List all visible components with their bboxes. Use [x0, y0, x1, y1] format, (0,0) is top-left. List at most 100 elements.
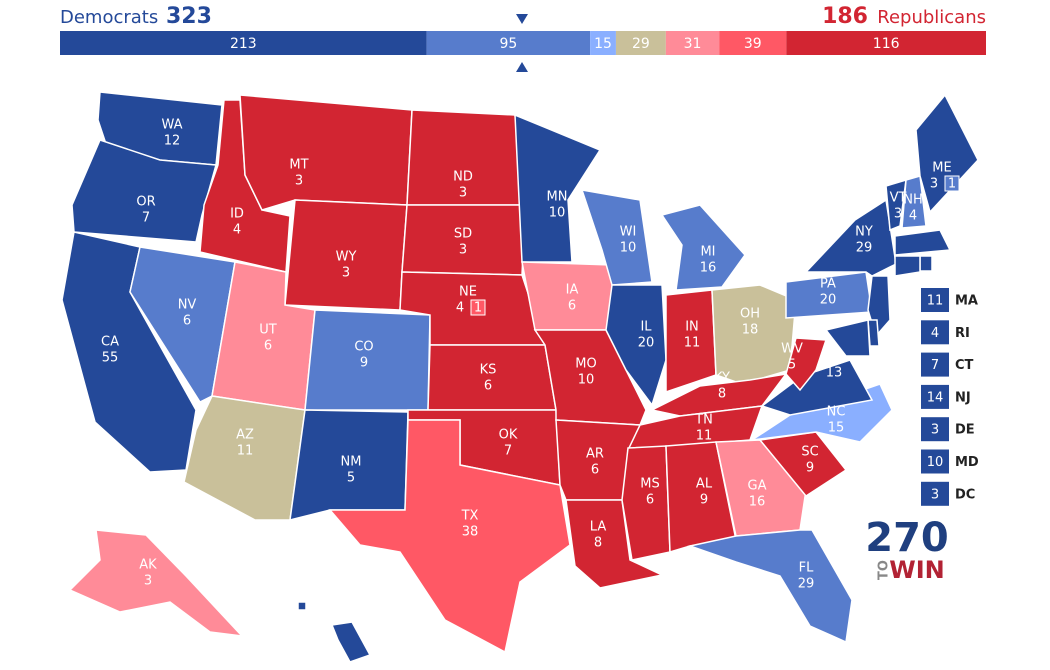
state-abbr: VT [890, 191, 907, 206]
bar-segment [60, 31, 427, 55]
state-votes: 11 [237, 444, 254, 459]
threshold-arrow [516, 14, 528, 24]
state-abbr: PA [820, 277, 836, 292]
state-votes: 7 [504, 444, 512, 459]
state-votes: 3 [894, 207, 902, 222]
state-shape [824, 319, 871, 357]
state-abbr: OK [499, 428, 518, 443]
state-votes: 6 [183, 314, 191, 329]
state-abbr: AK [139, 558, 157, 573]
state-votes: 13 [826, 366, 843, 381]
bar-segment-label: 116 [873, 36, 900, 52]
state-shape [894, 229, 952, 256]
bar-segment-label: 15 [594, 36, 612, 52]
state-shape [427, 344, 557, 411]
logo-win: WIN [889, 556, 945, 584]
state-votes: 8 [594, 536, 602, 551]
small-state-list: 11 MA 4 RI 7 CT 14 NJ 3 DE 10 MD 3 DC [921, 288, 979, 506]
state-votes: 5 [788, 358, 796, 373]
list-votes: 3 [931, 423, 939, 438]
state-votes: 6 [264, 339, 272, 354]
state-abbr: WI [620, 225, 637, 240]
state-votes: 3 [295, 174, 303, 189]
state-votes: 3 [144, 574, 152, 589]
dem-label: Democrats [60, 7, 158, 28]
state-abbr: IN [685, 320, 699, 335]
state-abbr: KS [480, 363, 497, 378]
state-shape [239, 94, 413, 211]
state-votes: 12 [164, 134, 181, 149]
state-abbr: OH [740, 307, 760, 322]
state-votes: 4 [456, 301, 464, 316]
state-shape [804, 198, 897, 277]
state-votes: 3 [930, 177, 938, 192]
state-votes: 16 [749, 495, 766, 510]
state-abbr: TX [461, 509, 479, 524]
list-box [921, 384, 949, 409]
list-votes: 11 [927, 294, 944, 309]
list-votes: 3 [931, 487, 939, 502]
logo-to: TO [877, 560, 892, 580]
state-votes: 10 [620, 241, 637, 256]
list-abbr: RI [955, 326, 970, 341]
list-box [921, 481, 949, 506]
logo-number: 270 [865, 515, 949, 561]
state-votes: 20 [820, 293, 837, 308]
state-shape [687, 529, 853, 644]
list-box [921, 417, 949, 442]
state-abbr: AR [586, 447, 604, 462]
bar-segment-label: 95 [499, 36, 517, 52]
list-box [921, 288, 949, 312]
list-box [921, 449, 949, 474]
state-shape [129, 246, 236, 403]
state-shape [514, 113, 602, 263]
state-votes: 6 [484, 379, 492, 394]
list-votes: 4 [931, 326, 939, 341]
state-votes: 8 [718, 387, 726, 402]
state-abbr: NV [178, 298, 197, 313]
state-shape [297, 601, 307, 611]
bar-segment-label: 39 [744, 36, 762, 52]
state-votes: 18 [742, 323, 759, 338]
state-abbr: ND [453, 170, 473, 185]
state-abbr: WV [781, 342, 803, 357]
state-shape [919, 255, 933, 272]
state-shape [626, 405, 764, 451]
state-votes: 20 [638, 336, 655, 351]
state-votes: 6 [568, 299, 576, 314]
state-shape [885, 178, 907, 232]
state-shape [785, 337, 828, 392]
state-shape [328, 419, 571, 654]
bar-segment [665, 31, 720, 55]
district-box [944, 175, 960, 192]
state-abbr: NY [855, 225, 873, 240]
logo: 270 TO WIN [865, 515, 949, 584]
rep-label: Republicans [877, 7, 986, 28]
state-shape [580, 189, 653, 286]
state-shape [71, 139, 217, 243]
bar-segment [786, 31, 986, 55]
state-votes: 11 [684, 336, 701, 351]
state-votes: 3 [459, 186, 467, 201]
state-shape [68, 529, 244, 638]
state-votes: 6 [646, 493, 654, 508]
list-abbr: MA [955, 294, 978, 309]
bar-segment-label: 29 [632, 36, 650, 52]
state-abbr: NE [459, 285, 477, 300]
state-abbr: AL [696, 477, 713, 492]
state-votes: 3 [459, 243, 467, 258]
state-votes: 10 [549, 206, 566, 221]
state-abbr: LA [590, 520, 607, 535]
state-abbr: SC [801, 445, 818, 460]
list-box [921, 320, 949, 345]
state-votes: 16 [700, 261, 717, 276]
state-shape [621, 445, 671, 561]
state-abbr: WY [336, 250, 357, 265]
state-abbr: MS [640, 477, 659, 492]
state-votes: 10 [578, 373, 595, 388]
state-votes: 5 [347, 471, 355, 486]
bar-segment-label: 213 [230, 36, 257, 52]
state-votes: 4 [318, 649, 326, 664]
